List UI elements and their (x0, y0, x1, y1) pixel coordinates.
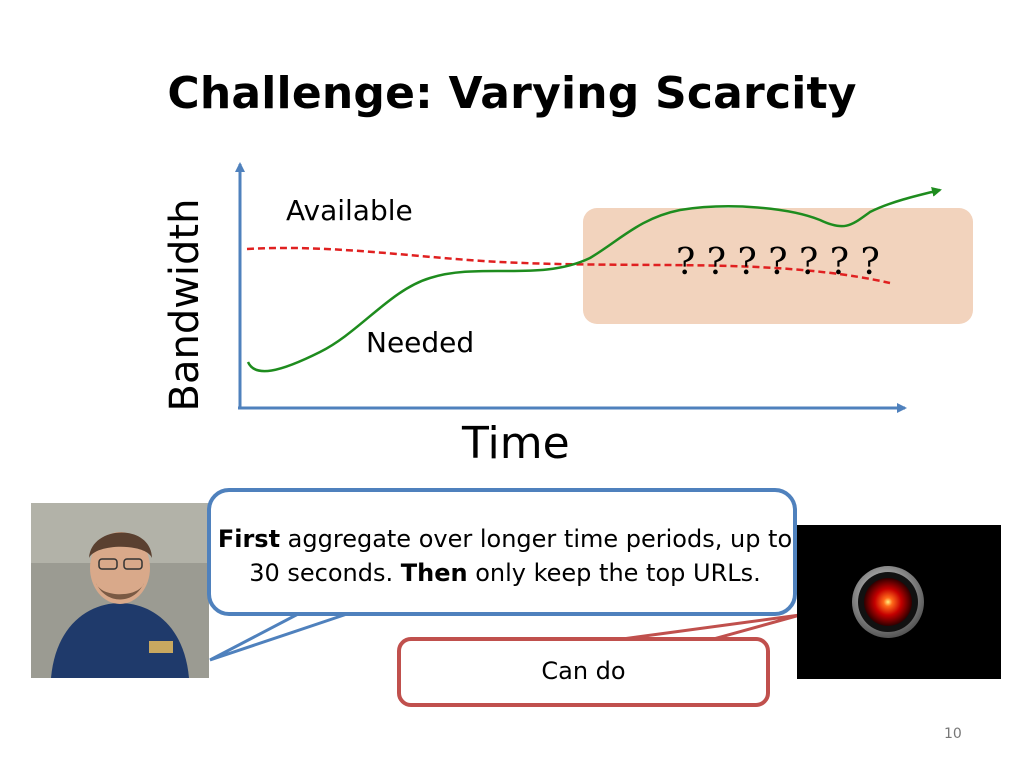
machine-speech-text: Can do (541, 657, 626, 685)
page-number: 10 (944, 726, 962, 742)
person-figure-icon (31, 503, 209, 678)
y-axis-label: Bandwidth (162, 198, 208, 412)
available-label: Available (286, 194, 413, 227)
slide-title: Challenge: Varying Scarcity (167, 68, 857, 119)
machine-speech-bubble (397, 637, 770, 707)
human-text-part-2: only keep the top URLs. (467, 559, 761, 587)
person-photo (31, 503, 209, 678)
needed-label: Needed (366, 326, 475, 359)
x-axis-label: Time (462, 418, 570, 469)
available-curve (246, 246, 891, 285)
unknown-marks: ? ? ? ? ? ? ? (676, 242, 880, 283)
human-speech-bubble (207, 488, 797, 616)
needed-curve (246, 187, 942, 373)
human-speech-text: First aggregate over longer time periods… (215, 522, 795, 590)
human-bold-then: Then (400, 559, 468, 587)
human-bold-first: First (217, 525, 281, 553)
hal-photo (797, 525, 1001, 679)
hal-eye-icon (852, 566, 924, 638)
human-text-part-1: aggregate over longer time periods, up t… (249, 525, 793, 587)
human-bubble-tail (209, 611, 351, 662)
